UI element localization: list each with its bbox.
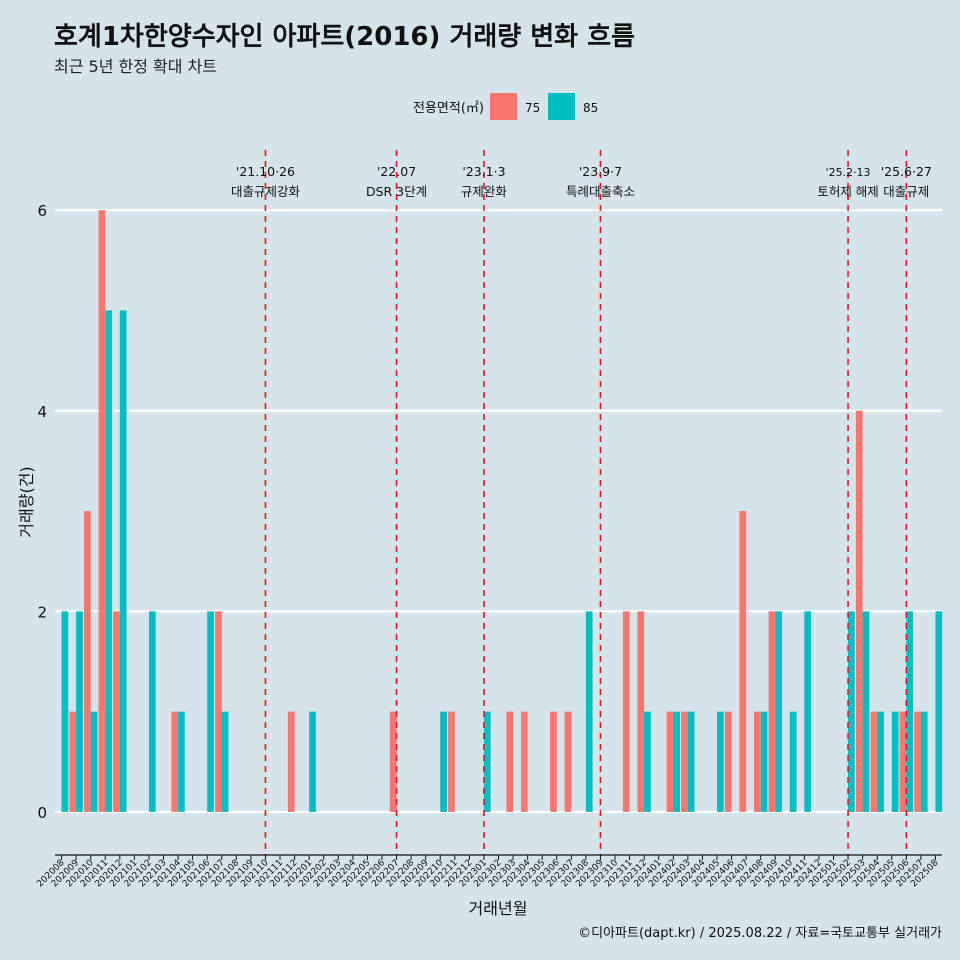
event-date: '23.9·7 <box>579 164 622 179</box>
event-date: '23.1·3 <box>462 164 505 179</box>
bar-202407-75 <box>739 511 747 812</box>
event-label: 특례대출축소 <box>566 184 635 199</box>
bar-202102-85 <box>148 611 156 812</box>
x-axis-title: 거래년월 <box>469 899 528 918</box>
bar-202506-85 <box>906 611 914 812</box>
bar-202505-85 <box>891 711 899 812</box>
bar-202409-85 <box>775 611 782 812</box>
y-tick-label: 2 <box>37 603 47 621</box>
bar-202210-85 <box>440 711 447 812</box>
legend-label-85: 85 <box>583 101 598 115</box>
bar-202402-85 <box>673 711 680 812</box>
event-date: '25.6·27 <box>881 164 932 179</box>
y-tick-label: 6 <box>37 202 47 220</box>
bar-202411-85 <box>804 611 812 812</box>
bar-202104-85 <box>178 711 185 812</box>
bar-202409-75 <box>768 611 776 812</box>
bar-202506-75 <box>899 711 907 812</box>
bar-202011-75 <box>98 210 106 812</box>
bar-202408-75 <box>753 711 761 812</box>
bar-202104-75 <box>171 711 179 812</box>
bar-202504-75 <box>870 711 878 812</box>
bar-202012-75 <box>113 611 120 812</box>
bar-202410-85 <box>789 711 797 812</box>
bar-202503-75 <box>855 410 863 812</box>
legend-title: 전용면적(㎡) <box>413 101 484 116</box>
bar-202012-85 <box>119 310 127 812</box>
event-label: 토허제 해제 <box>817 184 878 199</box>
event-label: 규제완화 <box>461 184 508 199</box>
bar-202306-75 <box>550 711 557 812</box>
bar-202408-85 <box>760 711 768 812</box>
bar-202507-85 <box>920 711 928 812</box>
bar-202106-85 <box>207 611 214 812</box>
source-caption: ©디아파트(dapt.kr) / 2025.08.22 / 자료=국토교통부 실… <box>578 926 942 941</box>
bar-202402-75 <box>666 711 674 812</box>
bar-202107-85 <box>221 711 229 812</box>
chart-title: 호계1차한양수자인 아파트(2016) 거래량 변화 흐름 <box>54 22 635 52</box>
bar-202504-85 <box>877 711 884 812</box>
bar-202112-75 <box>287 711 295 812</box>
y-tick-label: 0 <box>37 804 47 822</box>
y-tick-label: 4 <box>37 403 47 421</box>
bar-202311-75 <box>622 611 630 812</box>
event-label: 대출규제 <box>883 184 929 199</box>
bar-202312-75 <box>637 611 645 812</box>
bar-202010-85 <box>90 711 98 812</box>
chart-subtitle: 최근 5년 한정 확대 차트 <box>54 57 218 76</box>
bar-202009-75 <box>69 711 77 812</box>
bar-202304-75 <box>520 711 528 812</box>
event-label: DSR 3단계 <box>366 184 427 199</box>
bar-202502-85 <box>848 611 855 812</box>
event-date: '22.07 <box>377 164 416 179</box>
legend-swatch-75 <box>490 93 517 120</box>
bar-202303-75 <box>506 711 514 812</box>
bar-202308-85 <box>585 611 593 812</box>
event-date: '21.10·26 <box>236 164 295 179</box>
event-label: 대출규제강화 <box>231 184 301 199</box>
bar-202107-75 <box>215 611 222 812</box>
bar-202508-85 <box>935 611 943 812</box>
bar-202307-75 <box>564 711 572 812</box>
bar-202008-85 <box>61 611 69 812</box>
bar-202507-75 <box>914 711 921 812</box>
bar-202403-85 <box>687 711 695 812</box>
bar-202009-85 <box>76 611 83 812</box>
bar-202312-85 <box>644 711 651 812</box>
legend-swatch-85 <box>548 93 575 120</box>
bar-202301-85 <box>483 711 491 812</box>
y-axis-title: 거래량(건) <box>17 466 36 537</box>
bar-202201-85 <box>309 711 316 812</box>
bar-202406-75 <box>724 711 732 812</box>
bar-202405-85 <box>716 711 724 812</box>
legend-label-75: 75 <box>525 101 540 115</box>
event-date: '25.2·13 <box>826 166 871 179</box>
bar-202211-75 <box>448 711 455 812</box>
bar-202503-85 <box>862 611 870 812</box>
bar-202011-85 <box>105 310 112 812</box>
bar-202010-75 <box>83 511 91 812</box>
bar-202207-75 <box>389 711 397 812</box>
bar-202403-75 <box>681 711 688 812</box>
